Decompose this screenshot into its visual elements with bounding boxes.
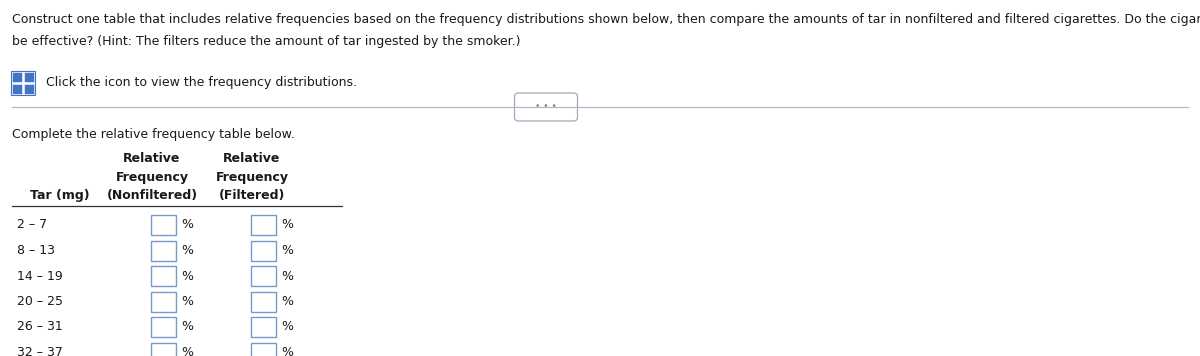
FancyBboxPatch shape (515, 93, 577, 121)
Text: Click the icon to view the frequency distributions.: Click the icon to view the frequency dis… (46, 76, 356, 89)
Text: 14 – 19: 14 – 19 (17, 269, 62, 283)
Text: 20 – 25: 20 – 25 (17, 295, 64, 308)
Text: • • •: • • • (535, 103, 557, 111)
Bar (251, 342, 276, 356)
Bar (24, 72, 34, 82)
Bar (12, 72, 22, 82)
Text: %: % (181, 244, 193, 257)
Text: Tar (mg): Tar (mg) (30, 189, 90, 202)
Text: %: % (181, 320, 193, 334)
Bar (151, 215, 176, 235)
Bar (251, 317, 276, 337)
Bar (251, 215, 276, 235)
Text: (Filtered): (Filtered) (218, 189, 286, 202)
Bar (151, 292, 176, 312)
Bar (151, 241, 176, 261)
Text: %: % (281, 219, 293, 231)
Bar (251, 266, 276, 286)
Text: Construct one table that includes relative frequencies based on the frequency di: Construct one table that includes relati… (12, 13, 1200, 26)
Text: 32 – 37: 32 – 37 (17, 346, 62, 356)
Text: %: % (181, 269, 193, 283)
Text: %: % (281, 295, 293, 308)
Text: 8 – 13: 8 – 13 (17, 244, 55, 257)
Bar (251, 292, 276, 312)
Bar (24, 84, 34, 94)
Bar (151, 266, 176, 286)
Text: be effective? (Hint: The filters reduce the amount of tar ingested by the smoker: be effective? (Hint: The filters reduce … (12, 35, 521, 48)
Text: Complete the relative frequency table below.: Complete the relative frequency table be… (12, 128, 295, 141)
Text: %: % (181, 346, 193, 356)
Text: %: % (181, 295, 193, 308)
Text: Frequency: Frequency (216, 171, 288, 183)
Text: %: % (281, 244, 293, 257)
Text: (Nonfiltered): (Nonfiltered) (107, 189, 198, 202)
Bar (12, 84, 22, 94)
Text: Relative: Relative (124, 152, 181, 165)
Bar (151, 317, 176, 337)
Bar (251, 241, 276, 261)
Bar (151, 342, 176, 356)
Text: 2 – 7: 2 – 7 (17, 219, 47, 231)
Text: %: % (281, 320, 293, 334)
Text: Relative: Relative (223, 152, 281, 165)
Text: %: % (281, 346, 293, 356)
Text: %: % (281, 269, 293, 283)
Bar (11, 71, 35, 94)
Text: %: % (181, 219, 193, 231)
Text: 26 – 31: 26 – 31 (17, 320, 62, 334)
Text: Frequency: Frequency (115, 171, 188, 183)
